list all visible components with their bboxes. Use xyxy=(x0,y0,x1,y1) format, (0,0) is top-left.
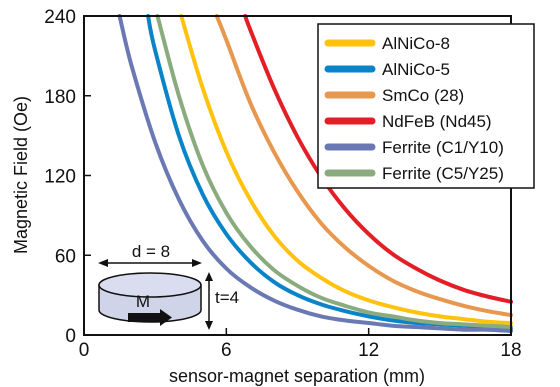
x-tick-label: 12 xyxy=(358,340,379,361)
magnet-inset: d = 8 M t=4 xyxy=(98,242,239,330)
series-line-2 xyxy=(214,14,513,318)
y-tick-label: 120 xyxy=(44,167,76,188)
y-tick-label: 0 xyxy=(65,326,76,347)
thickness-label: t=4 xyxy=(215,288,239,307)
series-line-3 xyxy=(243,14,513,304)
legend-label-1: AlNiCo-5 xyxy=(382,60,450,79)
legend-label-0: AlNiCo-8 xyxy=(382,34,450,53)
thickness-arrowhead-top xyxy=(205,272,213,281)
curves-layer xyxy=(117,14,513,333)
diameter-label: d = 8 xyxy=(132,242,170,261)
magnetization-arrow-shaft xyxy=(128,313,160,322)
y-tick-label: 60 xyxy=(55,246,76,267)
diameter-arrowhead-left xyxy=(98,259,108,267)
diameter-arrowhead-right xyxy=(192,259,202,267)
x-tick-label: 18 xyxy=(500,340,521,361)
magnetization-arrowhead xyxy=(160,309,172,326)
magnetization-label: M xyxy=(136,292,150,311)
x-tick-label: 6 xyxy=(221,340,232,361)
magnet-top-face xyxy=(98,272,202,298)
y-tick-label: 240 xyxy=(44,7,76,28)
x-axis-label: sensor-magnet separation (mm) xyxy=(169,366,425,386)
legend-label-2: SmCo (28) xyxy=(382,86,464,105)
series-line-5 xyxy=(155,14,513,329)
series-line-4 xyxy=(117,14,513,333)
y-axis-label: Magnetic Field (Oe) xyxy=(11,96,31,254)
thickness-arrowhead-bottom xyxy=(205,321,213,330)
legend-label-3: NdFeB (Nd45) xyxy=(382,112,492,131)
legend-label-4: Ferrite (C1/Y10) xyxy=(382,138,504,157)
series-line-0 xyxy=(179,14,513,325)
legend: AlNiCo-8 AlNiCo-5 SmCo (28) NdFeB (Nd45) Fer… xyxy=(324,34,504,183)
legend-label-5: Ferrite (C5/Y25) xyxy=(382,164,504,183)
x-tick-label: 0 xyxy=(79,340,90,361)
legend-box xyxy=(317,23,535,189)
y-tick-label: 180 xyxy=(44,87,76,108)
